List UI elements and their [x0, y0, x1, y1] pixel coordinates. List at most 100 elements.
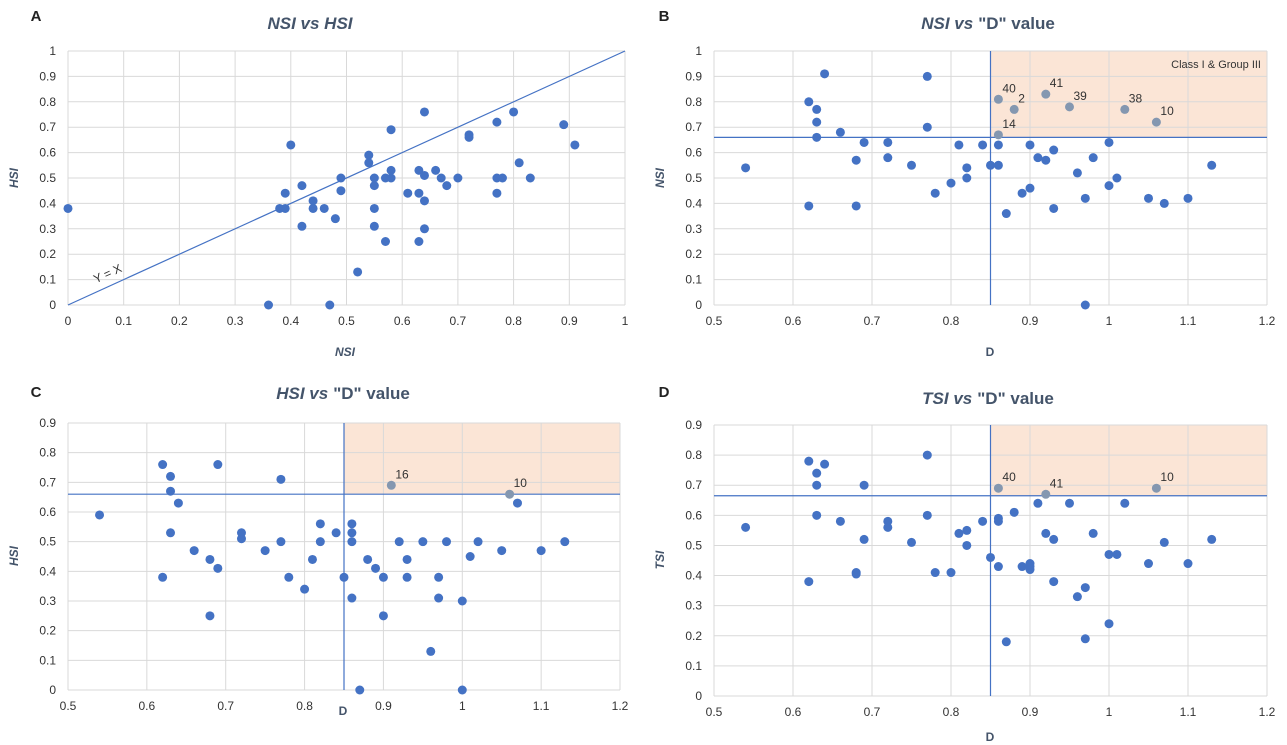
- data-point: [1080, 634, 1090, 644]
- data-point: [536, 546, 546, 556]
- x-tick-label: 1.2: [1259, 314, 1276, 328]
- y-tick-label: 0.9: [685, 69, 702, 83]
- data-point: [386, 125, 396, 135]
- x-tick-label: 0.9: [1022, 705, 1039, 719]
- x-tick-label: 0.8: [505, 314, 522, 328]
- chart-title: NSI vs HSI: [267, 14, 353, 33]
- y-tick-label: 0.4: [39, 564, 56, 578]
- y-axis-label: HSI: [7, 545, 21, 566]
- data-point: [1183, 193, 1193, 203]
- panel-letter: A: [31, 8, 42, 25]
- data-point: [403, 188, 413, 198]
- y-tick-label: 0.6: [685, 508, 702, 522]
- data-point: [205, 554, 215, 564]
- chart-panel-c: C HSI vs "D" value 0 0.1 0.2 0.3 0.4 0.5 0.6 0.7 0.…: [7, 384, 629, 718]
- chart-panel-a: A NSI vs HSI 0 0.1 0.2 0.3 0.4 0.5 0.6 0.7 0.8 0.9 1…: [7, 8, 629, 359]
- x-tick-label: 0.6: [139, 699, 156, 713]
- data-point: [426, 646, 436, 656]
- data-point: [946, 178, 956, 188]
- data-point: [851, 155, 861, 165]
- labeled-data-point: [1120, 104, 1130, 114]
- labeled-data-point: [993, 483, 1003, 493]
- y-tick-label: 0.3: [39, 222, 56, 236]
- data-point: [166, 486, 176, 496]
- y-tick-label: 0.2: [685, 629, 702, 643]
- point-label: 41: [1050, 76, 1064, 90]
- labeled-data-point: [1151, 117, 1161, 127]
- x-tick-label: 0.1: [115, 314, 132, 328]
- y-tick-label: 0.9: [685, 418, 702, 432]
- x-tick-label: 0.7: [217, 699, 234, 713]
- data-point: [1207, 160, 1217, 170]
- x-tick-label: 0: [65, 314, 72, 328]
- chart-title-tail: "D" value: [333, 384, 410, 403]
- data-point: [1080, 583, 1090, 593]
- chart-panel-d: D TSI vs "D" value 0 0.1 0.2 0.3 0.4 0.5 0.6 0.7 0.…: [653, 384, 1276, 744]
- x-tick-label: 0.6: [785, 705, 802, 719]
- data-point: [512, 498, 522, 508]
- data-point: [1159, 537, 1169, 547]
- data-point: [820, 459, 830, 469]
- data-point: [63, 203, 73, 213]
- data-point: [369, 173, 379, 183]
- data-point: [993, 516, 1003, 526]
- y-axis-label: HSI: [7, 167, 21, 188]
- data-point: [355, 685, 365, 695]
- data-point: [922, 450, 932, 460]
- x-tick-label: 0.8: [943, 705, 960, 719]
- panel-letter: C: [31, 384, 42, 401]
- data-point: [907, 537, 916, 547]
- data-point: [1049, 145, 1059, 155]
- chart-title: TSI vs "D" value: [922, 389, 1054, 408]
- y-tick-label: 0.1: [685, 273, 702, 287]
- data-point: [378, 611, 388, 621]
- data-point: [414, 237, 424, 246]
- x-tick-label: 0.8: [296, 699, 313, 713]
- data-point: [336, 173, 346, 183]
- data-point: [325, 300, 335, 310]
- data-point: [993, 562, 1003, 572]
- data-point: [1120, 498, 1130, 508]
- labeled-data-point: [1065, 102, 1074, 112]
- y-tick-label: 0.5: [39, 535, 56, 549]
- x-tick-label: 1: [1106, 314, 1113, 328]
- data-point: [431, 165, 441, 175]
- data-point: [402, 554, 412, 564]
- data-point: [353, 267, 363, 277]
- highlight-region: [990, 51, 1267, 138]
- labeled-data-point: [1151, 483, 1161, 493]
- x-tick-label: 0.9: [561, 314, 578, 328]
- data-point: [331, 528, 341, 538]
- x-tick-label: 1.1: [1180, 705, 1197, 719]
- y-tick-label: 0.2: [39, 624, 56, 638]
- data-point: [386, 173, 396, 183]
- x-tick-label: 0.5: [706, 314, 723, 328]
- y-tick-label: 1: [695, 44, 702, 58]
- data-point: [835, 127, 845, 137]
- data-point: [954, 140, 964, 150]
- data-point: [166, 471, 176, 481]
- y-tick-label: 0.5: [39, 171, 56, 185]
- data-point: [978, 140, 988, 150]
- data-point: [812, 480, 822, 490]
- y-tick-label: 0.4: [685, 569, 702, 583]
- data-point: [307, 554, 317, 564]
- data-point: [804, 201, 814, 211]
- x-tick-label: 1.1: [533, 699, 550, 713]
- data-point: [1088, 528, 1098, 538]
- data-point: [336, 186, 346, 196]
- y-tick-label: 0.3: [685, 222, 702, 236]
- highlight-region: [344, 423, 620, 495]
- chart-title-tail: "D" value: [977, 389, 1054, 408]
- x-tick-label: 0.6: [394, 314, 411, 328]
- data-point: [465, 552, 475, 561]
- y-tick-label: 0.8: [685, 95, 702, 109]
- data-point: [922, 510, 932, 520]
- data-point: [497, 546, 507, 556]
- data-point: [1009, 507, 1019, 517]
- data-point: [559, 120, 569, 130]
- x-tick-label: 0.3: [227, 314, 244, 328]
- data-point: [835, 516, 845, 526]
- data-point: [930, 568, 940, 578]
- data-point: [1049, 577, 1059, 587]
